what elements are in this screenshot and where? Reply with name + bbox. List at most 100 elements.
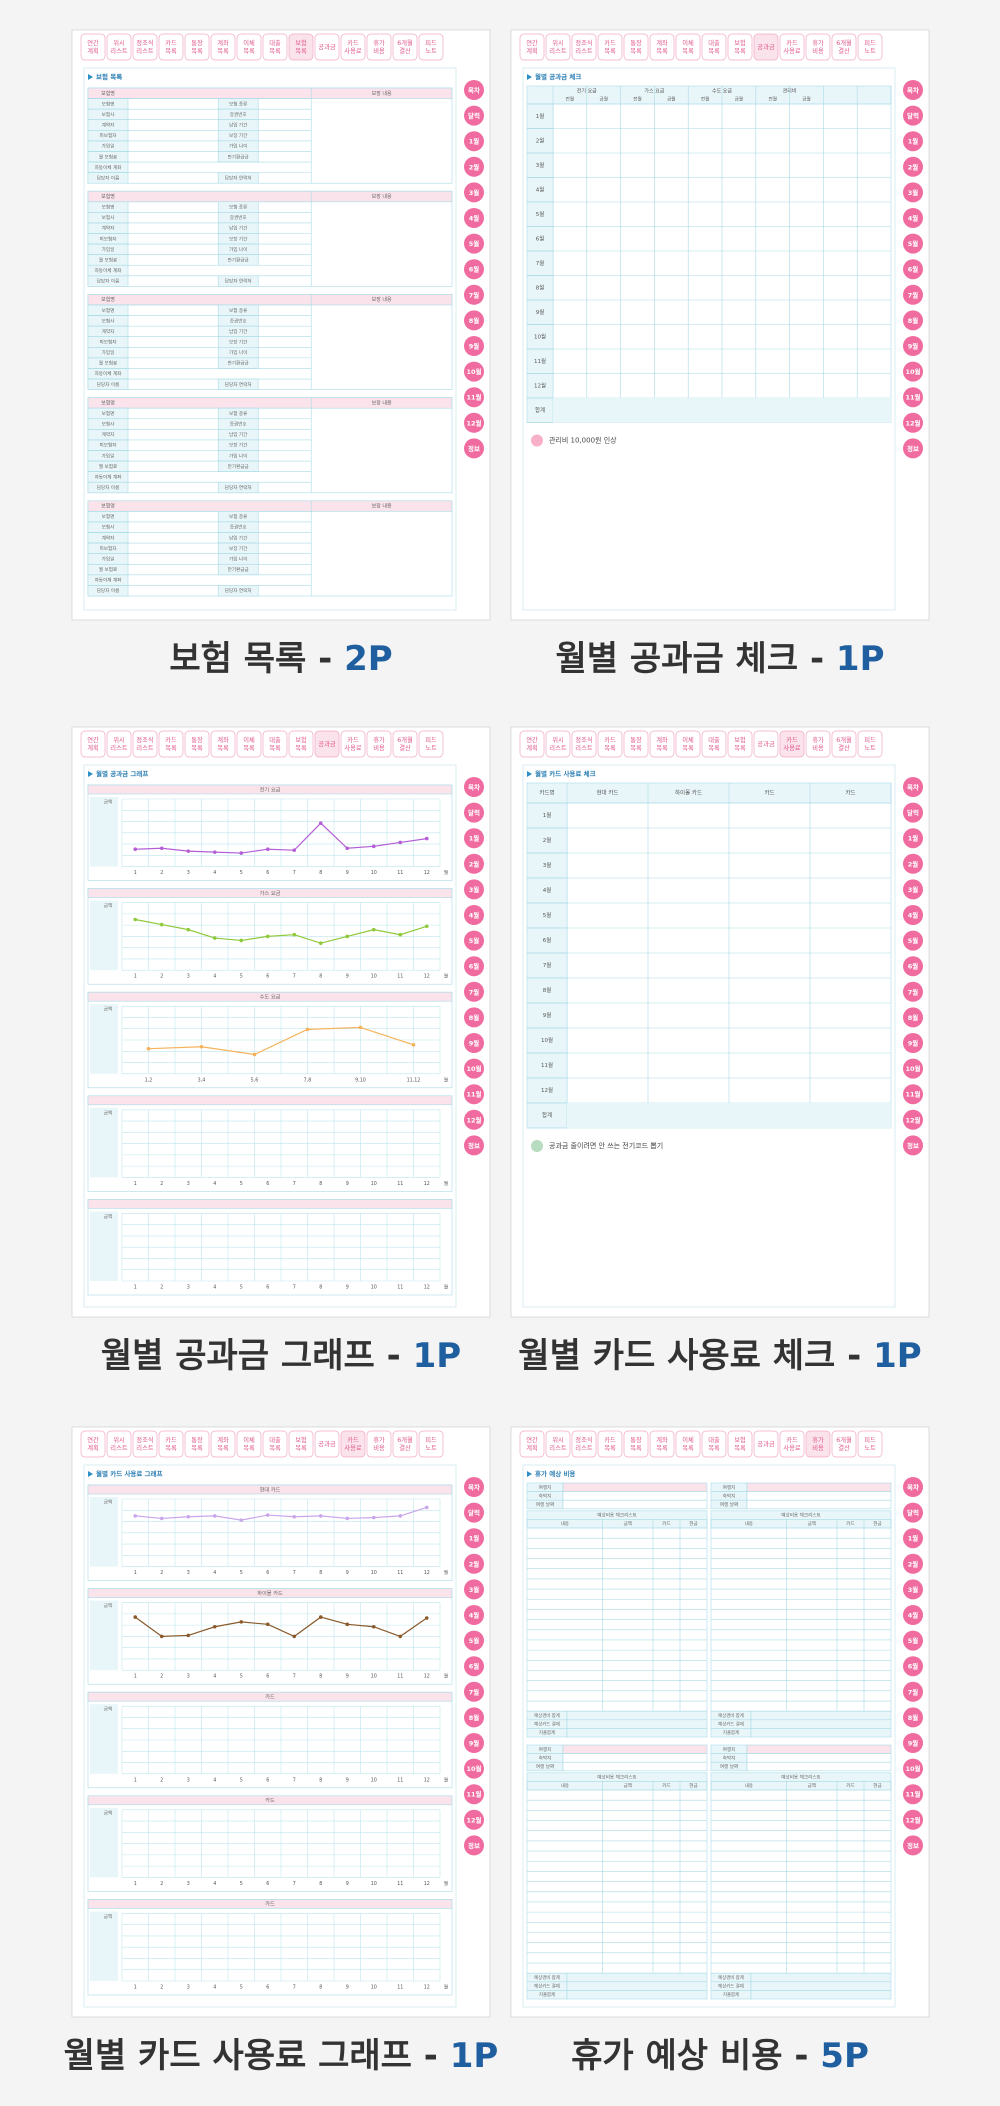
- chart-title: 현대 카드: [260, 1485, 281, 1493]
- side-tab: [464, 879, 484, 900]
- x-tick-label: 8: [319, 1881, 322, 1887]
- side-tab-label: 7월: [908, 290, 919, 299]
- x-tick-label: 4: [213, 1285, 216, 1291]
- tab: [106, 730, 132, 758]
- tab: [340, 1430, 366, 1458]
- side-tab: [464, 1809, 484, 1830]
- page-sheet: [510, 726, 930, 1318]
- tab-label: 목록: [217, 744, 229, 752]
- series-point: [398, 1514, 403, 1518]
- side-tab: [464, 208, 484, 228]
- tab: [857, 1430, 883, 1458]
- series-point: [292, 1514, 297, 1519]
- value-cell: [746, 1744, 892, 1754]
- tab-label: 카드: [786, 735, 798, 744]
- tab: [519, 33, 545, 61]
- x-tick-label: 7: [293, 1181, 296, 1187]
- tab-label: 목록: [165, 1444, 177, 1452]
- x-tick-label: 11: [397, 1181, 403, 1187]
- side-tab-label: 달력: [907, 111, 919, 120]
- side-tab-label: 7월: [908, 1687, 919, 1696]
- chart-title-bar: [87, 1588, 453, 1598]
- side-tab-label: 목차: [907, 783, 919, 792]
- tab-label: 6개월: [397, 1435, 413, 1444]
- chart-title: 하이몰 카드: [257, 1589, 283, 1597]
- side-tab-label: 정보: [468, 444, 480, 453]
- side-tab: [903, 1528, 923, 1549]
- side-tab-label: 8월: [908, 1013, 919, 1022]
- side-tab-label: 2월: [908, 1559, 919, 1568]
- x-tick-label: 12: [424, 870, 430, 876]
- y-label-area: [90, 1497, 118, 1567]
- insurance-label: 납입 기간: [229, 328, 248, 335]
- info-label: 숙박지: [539, 1754, 552, 1761]
- x-tick-label: 5: [240, 1674, 243, 1680]
- side-tab: [903, 1784, 923, 1805]
- y-axis-label: 금액: [104, 1913, 112, 1920]
- label-cell: [526, 802, 568, 829]
- label-cell: [217, 481, 259, 494]
- x-unit: 월: [444, 973, 448, 980]
- insurance-label: 피보험자: [100, 235, 118, 242]
- chart-title: 수도 요금: [260, 994, 281, 1001]
- tab: [753, 730, 779, 758]
- tab-label: 목록: [682, 744, 694, 752]
- tab-label: 목록: [734, 1444, 746, 1452]
- x-unit: 월: [444, 1076, 448, 1083]
- tab-label: 휴가: [373, 38, 385, 47]
- insurance-label: 보험 종류: [229, 411, 247, 417]
- insurance-label: 피보험자: [100, 339, 118, 346]
- insurance-label: 만기환급금: [228, 360, 249, 367]
- label-cell: [526, 226, 554, 252]
- side-tab: [903, 1681, 923, 1702]
- side-tab-label: 12월: [466, 418, 481, 427]
- side-tab: [903, 1707, 923, 1728]
- info-label: 숙박지: [723, 1754, 736, 1761]
- content-frame: [83, 1464, 457, 2008]
- insurance-label: 담당자 연락처: [225, 587, 252, 594]
- caption-part: 월별 카드 사용료 체크: [518, 1336, 835, 1376]
- tab-label: 보험: [295, 39, 307, 47]
- tab: [314, 730, 340, 758]
- tab-label: 위시: [552, 736, 564, 744]
- x-tick-label: 1: [134, 1674, 137, 1680]
- section-title: 월별 공과금 체크: [535, 72, 581, 81]
- tab-label: 노트: [425, 1444, 437, 1452]
- list-column: 내용: [561, 1782, 569, 1789]
- insurance-label: 보장 기간: [229, 442, 248, 449]
- tab-label: 연간: [526, 38, 538, 47]
- list-column: 현금: [689, 1520, 697, 1527]
- row-label: 3월: [543, 861, 552, 869]
- series-point: [133, 917, 138, 922]
- insurance-label: 보장 기간: [229, 235, 248, 242]
- side-tab: [903, 1502, 923, 1523]
- side-tab-label: 8월: [908, 1713, 919, 1722]
- sub-header: 전월: [566, 96, 574, 103]
- tab-label: 목록: [217, 1444, 229, 1452]
- tab-label: 비용: [812, 46, 824, 55]
- side-tab-label: 정보: [468, 1841, 480, 1850]
- insurance-label: 가입일: [102, 349, 115, 356]
- tab-label: 휴가: [812, 1435, 824, 1444]
- planner-page: 연간계획위시리스트정조식리스트카드목록통장목록계좌목록이체목록대출목록보험목록공…: [64, 1426, 498, 2076]
- tab: [649, 33, 675, 61]
- x-tick-label: 5: [240, 1777, 243, 1783]
- list-title: 예상비용 체크리스트: [781, 1512, 821, 1519]
- section-marker: [527, 771, 532, 777]
- insurance-label: 증권번호: [230, 524, 247, 531]
- tab: [753, 33, 779, 61]
- tab: [857, 730, 883, 758]
- series-point: [292, 1634, 297, 1639]
- list-column: 카드: [846, 1520, 854, 1527]
- side-tab-label: 6월: [908, 962, 919, 971]
- x-tick-label: 8: [319, 1570, 322, 1576]
- tab: [132, 33, 158, 61]
- label-cell: [526, 128, 554, 154]
- series-line: [134, 1616, 428, 1638]
- side-tab-label: 8월: [908, 316, 919, 325]
- y-axis-label: 금액: [104, 1499, 112, 1506]
- tab-label: 리스트: [110, 46, 128, 55]
- y-axis-label: 금액: [104, 1006, 112, 1013]
- tab-label: 계획: [526, 46, 538, 55]
- list-column: 현금: [689, 1782, 697, 1789]
